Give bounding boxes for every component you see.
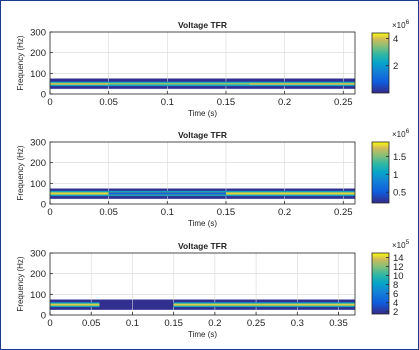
colorbar-tick-label: 1.5 <box>393 152 406 163</box>
x-tick-label: 0.15 <box>164 318 183 329</box>
y-axis-label: Frequency (Hz) <box>16 256 25 311</box>
x-tick-label: 0.1 <box>126 318 139 329</box>
y-tick-label: 300 <box>30 138 46 149</box>
x-tick-label: 0.1 <box>161 97 174 108</box>
plot-lower-region <box>50 198 355 204</box>
colorbar-tick-label: 4 <box>393 34 398 45</box>
y-tick-label: 0 <box>41 90 46 101</box>
y-axis-label: Frequency (Hz) <box>16 35 25 90</box>
y-tick-label: 0 <box>41 311 46 322</box>
colorbar-tick-label: 2 <box>393 61 398 72</box>
tfr-band-1 <box>50 303 100 306</box>
plot-upper-region <box>50 32 355 79</box>
colorbar-tick-label: 1 <box>393 170 398 181</box>
plot-lower-region <box>50 88 355 94</box>
colorbar-tick-label: 0.5 <box>393 188 406 199</box>
tfr-band-2 <box>108 83 250 85</box>
x-tick-label: 0 <box>47 97 52 108</box>
x-tick-label: 0.35 <box>329 318 348 329</box>
x-axis-label: Time (s) <box>188 109 217 118</box>
x-axis-label: Time (s) <box>188 219 217 228</box>
colorbar-tick-label: 14 <box>393 253 404 264</box>
colorbar-exponent-base: ×10 <box>392 130 406 139</box>
tfr-band-2 <box>108 193 226 194</box>
y-tick-label: 100 <box>30 179 46 190</box>
colorbar-tick-label: 6 <box>393 289 398 300</box>
y-tick-label: 200 <box>30 48 46 59</box>
x-tick-label: 0.05 <box>99 207 118 218</box>
x-tick-label: 0.2 <box>278 97 291 108</box>
colorbar-exponent-base: ×10 <box>392 241 406 250</box>
x-tick-label: 0 <box>47 207 52 218</box>
y-tick-label: 100 <box>30 69 46 80</box>
y-tick-label: 300 <box>30 249 46 260</box>
colorbar-exponent: ×106 <box>392 19 410 30</box>
plot-upper-region <box>50 253 355 300</box>
x-tick-label: 0.15 <box>217 97 236 108</box>
colorbar-exponent-power: 6 <box>406 128 410 135</box>
colorbar-exponent-base: ×10 <box>392 21 406 30</box>
x-tick-label: 0.2 <box>208 318 221 329</box>
y-tick-label: 200 <box>30 269 46 280</box>
colorbar-tick-label: 4 <box>393 298 398 309</box>
x-tick-label: 0.1 <box>161 207 174 218</box>
x-tick-label: 0.25 <box>334 97 353 108</box>
y-tick-label: 200 <box>30 158 46 169</box>
colorbar-tick-label: 12 <box>393 262 404 273</box>
chart-title: Voltage TFR <box>178 20 227 30</box>
x-axis-label: Time (s) <box>188 330 217 339</box>
plot-upper-region <box>50 142 355 189</box>
axes-box <box>49 141 356 205</box>
chart-title: Voltage TFR <box>178 130 227 140</box>
colorbar-exponent: ×106 <box>392 128 410 139</box>
plot-lower-region <box>50 309 355 315</box>
colorbar <box>371 32 390 94</box>
tfr-band-2 <box>173 303 355 306</box>
colorbar-exponent: ×105 <box>392 239 410 250</box>
colorbar <box>371 252 390 315</box>
axes-box <box>49 252 356 316</box>
x-tick-label: 0.15 <box>217 207 236 218</box>
x-tick-label: 0.25 <box>334 207 353 218</box>
y-tick-label: 100 <box>30 290 46 301</box>
x-tick-label: 0.25 <box>247 318 266 329</box>
colorbar-exponent-power: 6 <box>406 19 410 26</box>
x-tick-label: 0.3 <box>291 318 304 329</box>
colorbar-tick-label: 10 <box>393 271 404 282</box>
x-tick-label: 0.2 <box>278 207 291 218</box>
x-tick-label: 0.05 <box>99 97 118 108</box>
y-tick-label: 0 <box>41 200 46 211</box>
y-tick-label: 300 <box>30 28 46 39</box>
colorbar-tick-label: 2 <box>393 307 398 318</box>
x-tick-label: 0.05 <box>82 318 101 329</box>
chart-title: Voltage TFR <box>178 241 227 251</box>
colorbar <box>371 141 390 204</box>
axes-box <box>49 31 356 95</box>
y-axis-label: Frequency (Hz) <box>16 145 25 200</box>
colorbar-exponent-power: 5 <box>406 239 410 246</box>
x-tick-label: 0 <box>47 318 52 329</box>
colorbar-tick-label: 8 <box>393 280 398 291</box>
